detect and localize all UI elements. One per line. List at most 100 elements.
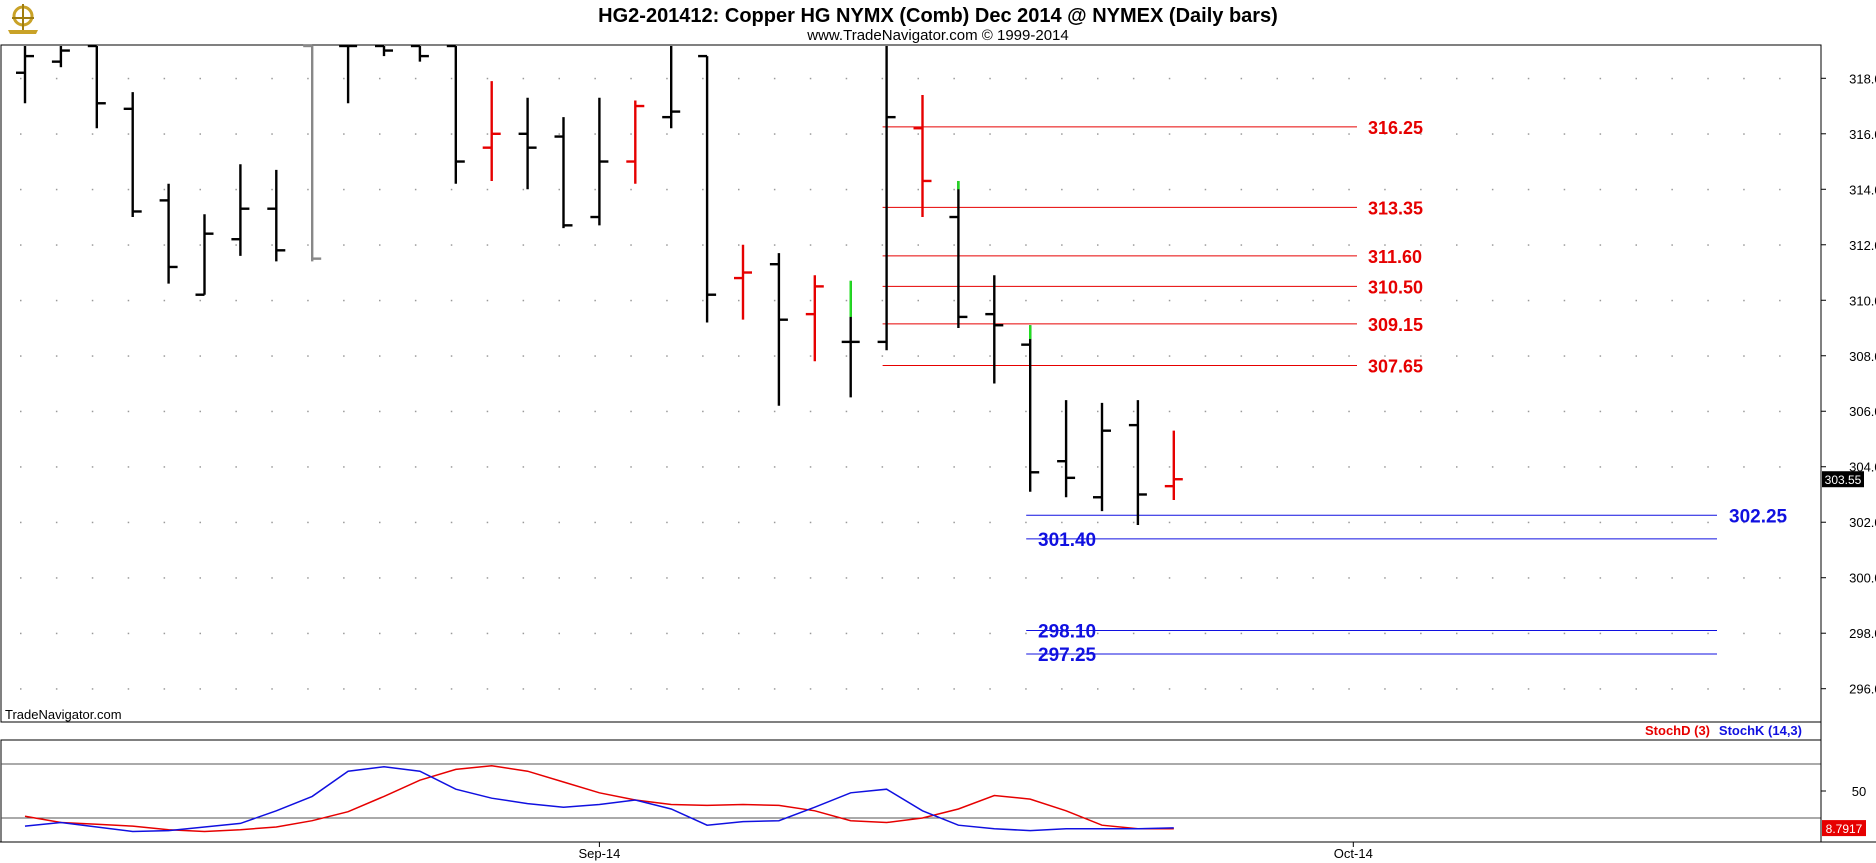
grid-dot <box>1097 410 1099 413</box>
grid-dot <box>1384 77 1386 80</box>
grid-dot <box>1491 355 1494 357</box>
grid-dot <box>55 188 58 191</box>
grid-dot <box>1491 577 1494 579</box>
grid-dot <box>773 410 776 413</box>
grid-dot <box>1527 410 1530 413</box>
grid-dot <box>522 688 525 690</box>
grid-dot <box>271 133 273 135</box>
grid-dot <box>414 466 417 468</box>
grid-dot <box>809 133 812 135</box>
grid-dot <box>1132 688 1135 690</box>
grid-dot <box>414 632 417 635</box>
grid-dot <box>1132 521 1135 524</box>
grid-dot <box>1061 77 1063 80</box>
grid-dot <box>989 410 991 413</box>
grid-dot <box>55 410 58 413</box>
grid-dot <box>702 632 704 635</box>
grid-dot <box>666 188 668 191</box>
grid-dot <box>343 632 345 635</box>
grid-dot <box>989 632 991 635</box>
grid-dot <box>1025 632 1027 635</box>
grid-dot <box>450 355 453 357</box>
grid-dot <box>1132 244 1135 246</box>
ohlc-bar <box>662 46 681 129</box>
grid-dot <box>379 299 381 302</box>
grid-dot <box>1707 632 1709 635</box>
grid-dot <box>163 299 166 302</box>
grid-dot <box>1707 466 1709 468</box>
grid-dot <box>558 77 560 80</box>
grid-dot <box>1491 521 1494 524</box>
support-label: 298.10 <box>1038 621 1096 642</box>
grid-dot <box>1707 410 1709 413</box>
grid-dot <box>1563 577 1566 579</box>
grid-dot <box>1456 133 1458 135</box>
grid-dot <box>881 466 884 468</box>
grid-dot <box>558 299 560 302</box>
grid-dot <box>1312 521 1314 524</box>
grid-dot <box>1635 77 1637 80</box>
grid-dot <box>1420 244 1422 246</box>
grid-dot <box>1348 521 1350 524</box>
grid-dot <box>953 244 955 246</box>
grid-dot <box>881 521 884 524</box>
grid-dot <box>1635 299 1637 302</box>
grid-dot <box>1384 299 1386 302</box>
grid-dot <box>702 299 704 302</box>
grid-dot <box>666 299 668 302</box>
support-label: 301.40 <box>1038 530 1096 551</box>
grid-dot <box>91 410 94 413</box>
grid-dot <box>558 577 560 579</box>
grid-dot <box>1563 355 1566 357</box>
grid-dot <box>738 410 740 413</box>
grid-dot <box>1420 688 1422 690</box>
grid-dot <box>845 410 848 413</box>
grid-dot <box>953 355 955 357</box>
grid-dot <box>163 410 166 413</box>
grid-dot <box>1420 521 1422 524</box>
grid-dot <box>1097 521 1099 524</box>
grid-dot <box>91 466 94 468</box>
grid-dot <box>630 355 632 357</box>
grid-dot <box>1312 133 1314 135</box>
grid-dot <box>1743 355 1745 357</box>
grid-dot <box>1097 299 1099 302</box>
grid-dot <box>1456 188 1458 191</box>
grid-dot <box>630 688 632 690</box>
grid-dot <box>379 632 381 635</box>
grid-dot <box>630 133 632 135</box>
grid-dot <box>127 244 130 246</box>
grid-dot <box>1420 133 1422 135</box>
y-tick-label: 306.00 <box>1849 404 1876 419</box>
grid-dot <box>1384 133 1386 135</box>
grid-dot <box>1707 521 1709 524</box>
grid-dot <box>738 577 740 579</box>
grid-dot <box>1420 299 1422 302</box>
grid-dot <box>1204 521 1207 524</box>
grid-dot <box>953 521 955 524</box>
grid-dot <box>666 466 668 468</box>
grid-dot <box>91 77 94 80</box>
grid-dot <box>1168 632 1171 635</box>
grid-dot <box>1456 688 1458 690</box>
grid-dot <box>738 188 740 191</box>
grid-dot <box>486 299 489 302</box>
last-price-badge <box>1822 471 1864 488</box>
grid-dot <box>630 188 632 191</box>
grid-dot <box>1671 244 1673 246</box>
grid-dot <box>1779 355 1781 357</box>
grid-dot <box>486 521 489 524</box>
grid-dot <box>486 188 489 191</box>
grid-dot <box>594 244 596 246</box>
ohlc-bar <box>123 92 142 218</box>
x-tick-label: Sep-14 <box>578 846 620 861</box>
grid-dot <box>845 355 848 357</box>
grid-dot <box>55 244 58 246</box>
grid-dot <box>881 577 884 579</box>
grid-dot <box>809 77 812 80</box>
grid-dot <box>630 299 632 302</box>
grid-dot <box>1527 77 1530 80</box>
grid-dot <box>1707 188 1709 191</box>
grid-dot <box>1168 244 1171 246</box>
